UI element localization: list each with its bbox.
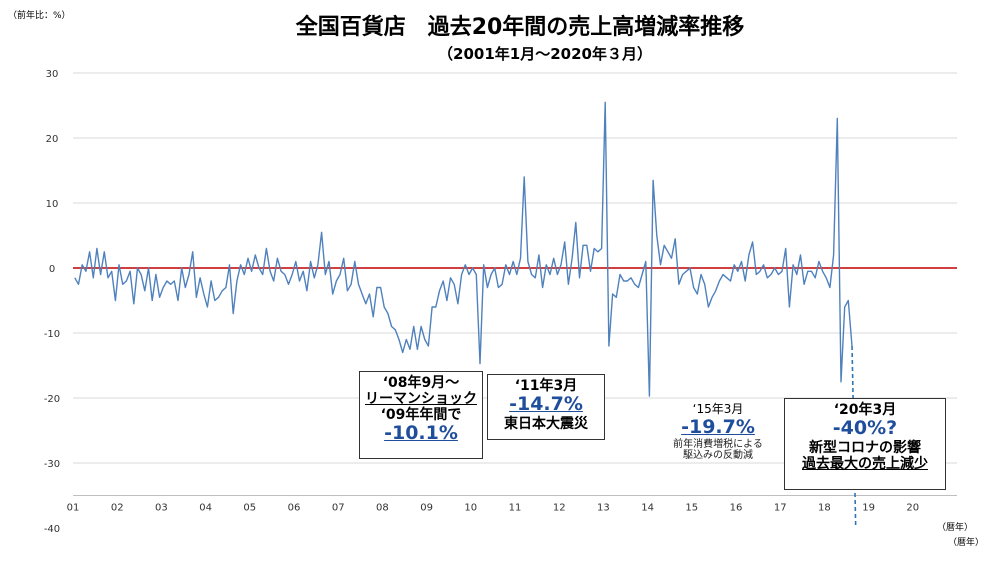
x-tick-label: 11 xyxy=(509,503,522,514)
tax-date: ‘15年3月 xyxy=(692,402,744,416)
covid-impact: 過去最大の売上減少 xyxy=(802,456,928,473)
x-tick-label: 09 xyxy=(420,503,433,514)
lehman-period: ‘09年年間で xyxy=(380,407,462,424)
x-tick-label: 06 xyxy=(288,503,301,514)
x-axis-ticks: 01 02 03 04 05 06 07 08 09 10 11 12 13 14 15 16 17 18 19 20 xyxy=(67,503,920,514)
quake-date: ‘11年3月 xyxy=(514,378,578,394)
x-tick-label: 16 xyxy=(730,503,743,514)
x-tick-label: 07 xyxy=(332,503,345,514)
y-axis-ticks: 30 20 10 0 -10 -20 -30 -40 xyxy=(44,69,60,535)
quake-value: -14.7% xyxy=(509,393,583,416)
lehman-date: ‘08年9月～ xyxy=(382,375,460,391)
covid-date: ‘20年3月 xyxy=(833,402,897,418)
x-tick-label: 01 xyxy=(67,503,80,514)
x-tick-label: 18 xyxy=(818,503,831,514)
x-tick-label: 13 xyxy=(597,503,610,514)
x-tick-label: 05 xyxy=(243,503,256,514)
quake-event: 東日本大震災 xyxy=(504,415,588,432)
covid-value: -40%? xyxy=(832,417,898,440)
x-tick-label: 15 xyxy=(685,503,698,514)
lehman-value: -10.1% xyxy=(384,422,458,445)
x-tick-label: 17 xyxy=(774,503,787,514)
series-line xyxy=(74,101,853,397)
x-tick-label: 12 xyxy=(553,503,566,514)
lehman-event: リーマンショック xyxy=(365,391,477,408)
annotation-covid: ‘20年3月 -40%? 新型コロナの影響 過去最大の売上減少 xyxy=(784,398,946,490)
y-tick-label: 10 xyxy=(46,199,59,210)
y-tick-label: 0 xyxy=(49,264,55,275)
annotation-lehman: ‘08年9月～ リーマンショック ‘09年年間で -10.1% xyxy=(359,371,483,459)
covid-cause: 新型コロナの影響 xyxy=(809,439,921,456)
x-axis-unit-label: （暦年） xyxy=(937,521,973,533)
x-tick-label: 14 xyxy=(641,503,654,514)
x-tick-label: 20 xyxy=(906,503,919,514)
x-tick-label: 10 xyxy=(464,503,477,514)
y-tick-label: -20 xyxy=(44,394,60,405)
x-tick-label: 04 xyxy=(199,503,212,514)
tax-note-1: 前年消費増税による xyxy=(673,438,763,450)
y-tick-label: -40 xyxy=(44,524,60,535)
x-tick-label: 08 xyxy=(376,503,389,514)
chart-subtitle: （2001年1月～2020年３月） xyxy=(438,45,652,63)
y-tick-label: -30 xyxy=(44,459,60,470)
y-tick-label: -10 xyxy=(44,329,60,340)
annotation-tax: ‘15年3月 -19.7% 前年消費増税による 駆込みの反動減 xyxy=(668,402,768,462)
y-tick-label: 20 xyxy=(46,134,59,145)
x-tick-label: 03 xyxy=(155,503,168,514)
x-tick-label: 02 xyxy=(111,503,124,514)
x-tick-label: 19 xyxy=(862,503,875,514)
y-tick-label: 30 xyxy=(46,69,59,80)
chart-title: 全国百貨店 過去20年間の売上高増減率推移 xyxy=(295,14,745,40)
y-axis-unit-label: （前年比：%） xyxy=(8,9,71,21)
tax-note-2: 駆込みの反動減 xyxy=(683,450,753,462)
annotation-quake: ‘11年3月 -14.7% 東日本大震災 xyxy=(487,374,605,440)
year-unit-label: （暦年） xyxy=(948,536,984,548)
tax-value: -19.7% xyxy=(681,415,755,438)
